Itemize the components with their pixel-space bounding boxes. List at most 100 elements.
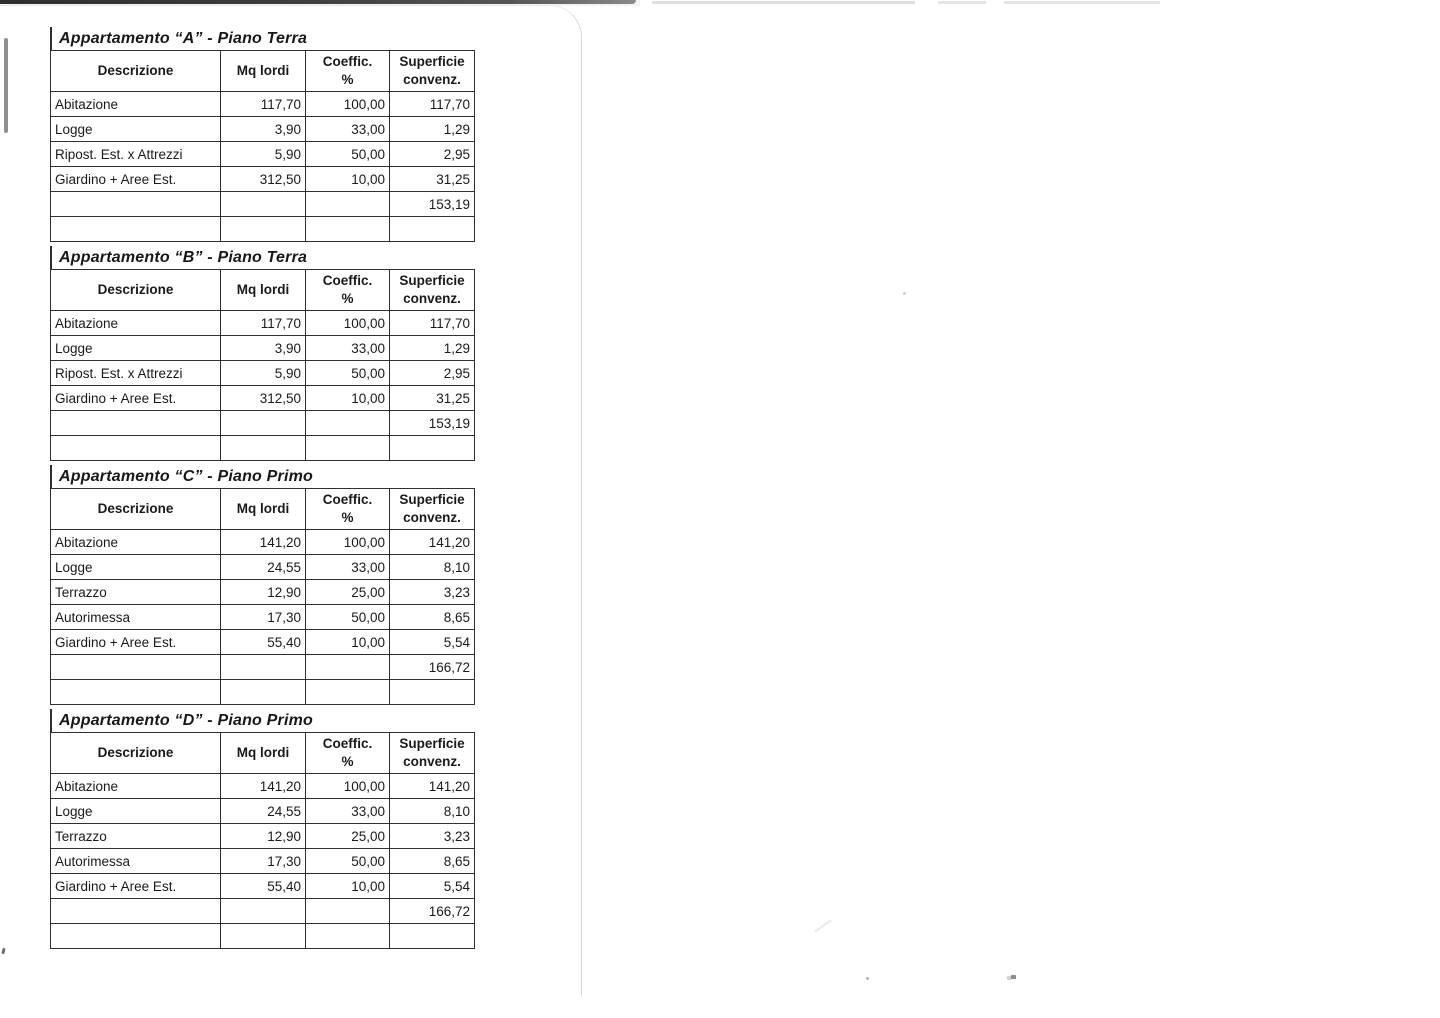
cell-superficie: 31,25 [389,166,475,192]
total-row: 166,72 [50,654,475,680]
column-header-mq-lordi: Mq lordi [220,50,306,92]
data-row: Abitazione 117,70 100,00 117,70 [50,310,475,336]
cell-mq-lordi: 141,20 [220,529,306,555]
cell-superficie: 2,95 [389,360,475,386]
cell-descrizione: Abitazione [50,529,221,555]
cell-descrizione: Autorimessa [50,604,221,630]
header-line: Descrizione [97,501,174,517]
header-line: % [341,72,354,87]
column-header-mq-lordi: Mq lordi [220,732,306,774]
table-title: Appartamento “B” - Piano Terra [50,246,476,269]
cell-mq-lordi: 312,50 [220,385,306,411]
column-header-superficie: Superficie convenz. [389,269,475,311]
cell-mq-lordi: 24,55 [220,554,306,580]
cell-coeffic: 50,00 [305,360,390,386]
header-line: Superficie [399,273,465,289]
data-row: Logge 24,55 33,00 8,10 [50,554,475,580]
data-row: Logge 24,55 33,00 8,10 [50,798,475,824]
column-header-descrizione: Descrizione [50,732,221,774]
cell-mq-lordi: 55,40 [220,629,306,655]
cell-superficie: 8,10 [389,554,475,580]
cell-mq-lordi: 5,90 [220,360,306,386]
empty-row [50,435,475,461]
column-header-coeffic: Coeffic.% [305,50,390,92]
cell-descrizione: Terrazzo [50,579,221,605]
cell-mq-lordi: 117,70 [220,91,306,117]
data-row: Autorimessa 17,30 50,00 8,65 [50,848,475,874]
header-line: Coeffic. [322,736,373,752]
scan-speck [866,977,869,980]
header-line: convenz. [403,291,461,306]
cell-mq-lordi: 55,40 [220,873,306,899]
cell-descrizione: Giardino + Aree Est. [50,629,221,655]
data-row: Logge 3,90 33,00 1,29 [50,335,475,361]
header-line: Superficie [399,492,465,508]
cell-mq-lordi: 5,90 [220,141,306,167]
scan-top-dash [652,1,915,4]
data-row: Ripost. Est. x Attrezzi 5,90 50,00 2,95 [50,141,475,167]
cell-descrizione [50,216,221,242]
header-line: Superficie [399,736,465,752]
surface-table: Descrizione Mq lordi Coeffic.% Superficie co… [50,50,475,242]
cell-superficie: 1,29 [389,335,475,361]
data-row: Giardino + Aree Est. 55,40 10,00 5,54 [50,873,475,899]
data-row: Abitazione 141,20 100,00 141,20 [50,773,475,799]
column-header-mq-lordi: Mq lordi [220,269,306,311]
cell-descrizione: Logge [50,116,221,142]
cell-descrizione [50,435,221,461]
tables-container: Appartamento “A” - Piano Terra Descrizion… [50,27,476,953]
header-line: Descrizione [97,63,174,79]
header-row: Descrizione Mq lordi Coeffic.% Superficie co… [50,732,475,774]
cell-descrizione: Abitazione [50,91,221,117]
cell-superficie [389,435,475,461]
cell-superficie: 3,23 [389,579,475,605]
header-row: Descrizione Mq lordi Coeffic.% Superficie co… [50,50,475,92]
cell-descrizione: Abitazione [50,310,221,336]
cell-descrizione: Logge [50,798,221,824]
cell-coeffic: 100,00 [305,310,390,336]
cell-coeffic [305,191,390,217]
empty-row [50,679,475,705]
total-row: 153,19 [50,191,475,217]
cell-superficie: 2,95 [389,141,475,167]
cell-coeffic [305,435,390,461]
header-line: Mq lordi [236,282,290,298]
table-title: Appartamento “C” - Piano Primo [50,465,476,488]
cell-coeffic: 33,00 [305,116,390,142]
page-edge-line [0,5,582,996]
cell-descrizione [50,654,221,680]
cell-superficie: 8,65 [389,604,475,630]
cell-superficie: 31,25 [389,385,475,411]
cell-mq-lordi [220,435,306,461]
scan-speck [1011,975,1016,979]
cell-superficie: 141,20 [389,773,475,799]
data-row: Autorimessa 17,30 50,00 8,65 [50,604,475,630]
scan-smudge [814,919,832,933]
header-line: Mq lordi [236,501,290,517]
column-header-coeffic: Coeffic.% [305,269,390,311]
cell-coeffic: 10,00 [305,385,390,411]
header-line: Descrizione [97,282,174,298]
cell-superficie [389,679,475,705]
data-row: Ripost. Est. x Attrezzi 5,90 50,00 2,95 [50,360,475,386]
header-line: Superficie [399,54,465,70]
header-line: Coeffic. [322,492,373,508]
surface-table: Descrizione Mq lordi Coeffic.% Superficie co… [50,269,475,461]
cell-coeffic: 33,00 [305,798,390,824]
apartment-table-block-4: Appartamento “D” - Piano Primo Descrizion… [50,709,476,949]
scan-top-dash [1004,1,1160,4]
cell-descrizione [50,191,221,217]
cell-superficie: 117,70 [389,310,475,336]
cell-coeffic: 100,00 [305,91,390,117]
column-header-superficie: Superficie convenz. [389,50,475,92]
cell-superficie: 117,70 [389,91,475,117]
header-line: convenz. [403,754,461,769]
cell-superficie: 8,65 [389,848,475,874]
column-header-descrizione: Descrizione [50,488,221,530]
cell-descrizione: Ripost. Est. x Attrezzi [50,141,221,167]
cell-mq-lordi [220,654,306,680]
cell-mq-lordi: 312,50 [220,166,306,192]
header-row: Descrizione Mq lordi Coeffic.% Superficie co… [50,488,475,530]
scan-top-edge-streak [0,0,636,4]
